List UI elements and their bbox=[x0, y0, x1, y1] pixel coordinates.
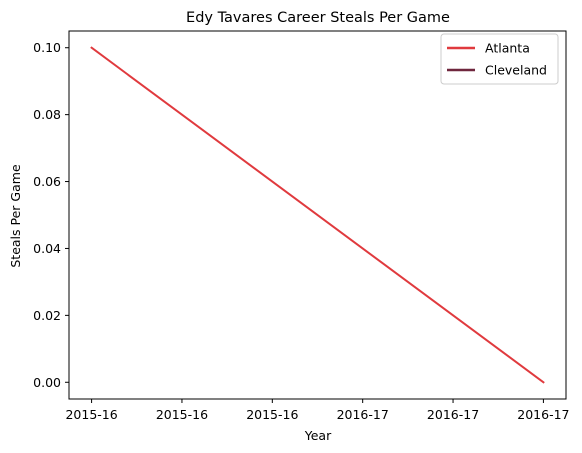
series-line-atlanta bbox=[92, 48, 544, 383]
y-axis-label: Steals Per Game bbox=[8, 164, 23, 268]
legend: Atlanta Cleveland bbox=[441, 34, 558, 84]
y-tick-label: 0.08 bbox=[33, 107, 61, 122]
x-tick-label: 2016-17 bbox=[337, 407, 389, 422]
x-tick-label: 2016-17 bbox=[427, 407, 479, 422]
legend-label-atlanta: Atlanta bbox=[485, 41, 530, 56]
y-axis-ticks: 0.00 0.02 0.04 0.06 0.08 0.10 bbox=[33, 40, 69, 390]
y-tick-label: 0.02 bbox=[33, 308, 61, 323]
y-tick-label: 0.06 bbox=[33, 174, 61, 189]
x-axis-ticks: 2015-16 2015-16 2015-16 2016-17 2016-17 2016-… bbox=[65, 399, 569, 422]
plot-area bbox=[69, 31, 566, 399]
x-axis-label: Year bbox=[304, 428, 332, 443]
x-tick-label: 2015-16 bbox=[246, 407, 298, 422]
series-lines bbox=[92, 48, 544, 383]
y-tick-label: 0.00 bbox=[33, 375, 61, 390]
x-tick-label: 2016-17 bbox=[517, 407, 569, 422]
legend-label-cleveland: Cleveland bbox=[485, 63, 547, 78]
y-tick-label: 0.04 bbox=[33, 241, 61, 256]
x-tick-label: 2015-16 bbox=[65, 407, 117, 422]
chart-title: Edy Tavares Career Steals Per Game bbox=[186, 10, 450, 26]
y-tick-label: 0.10 bbox=[33, 40, 61, 55]
x-tick-label: 2015-16 bbox=[156, 407, 208, 422]
